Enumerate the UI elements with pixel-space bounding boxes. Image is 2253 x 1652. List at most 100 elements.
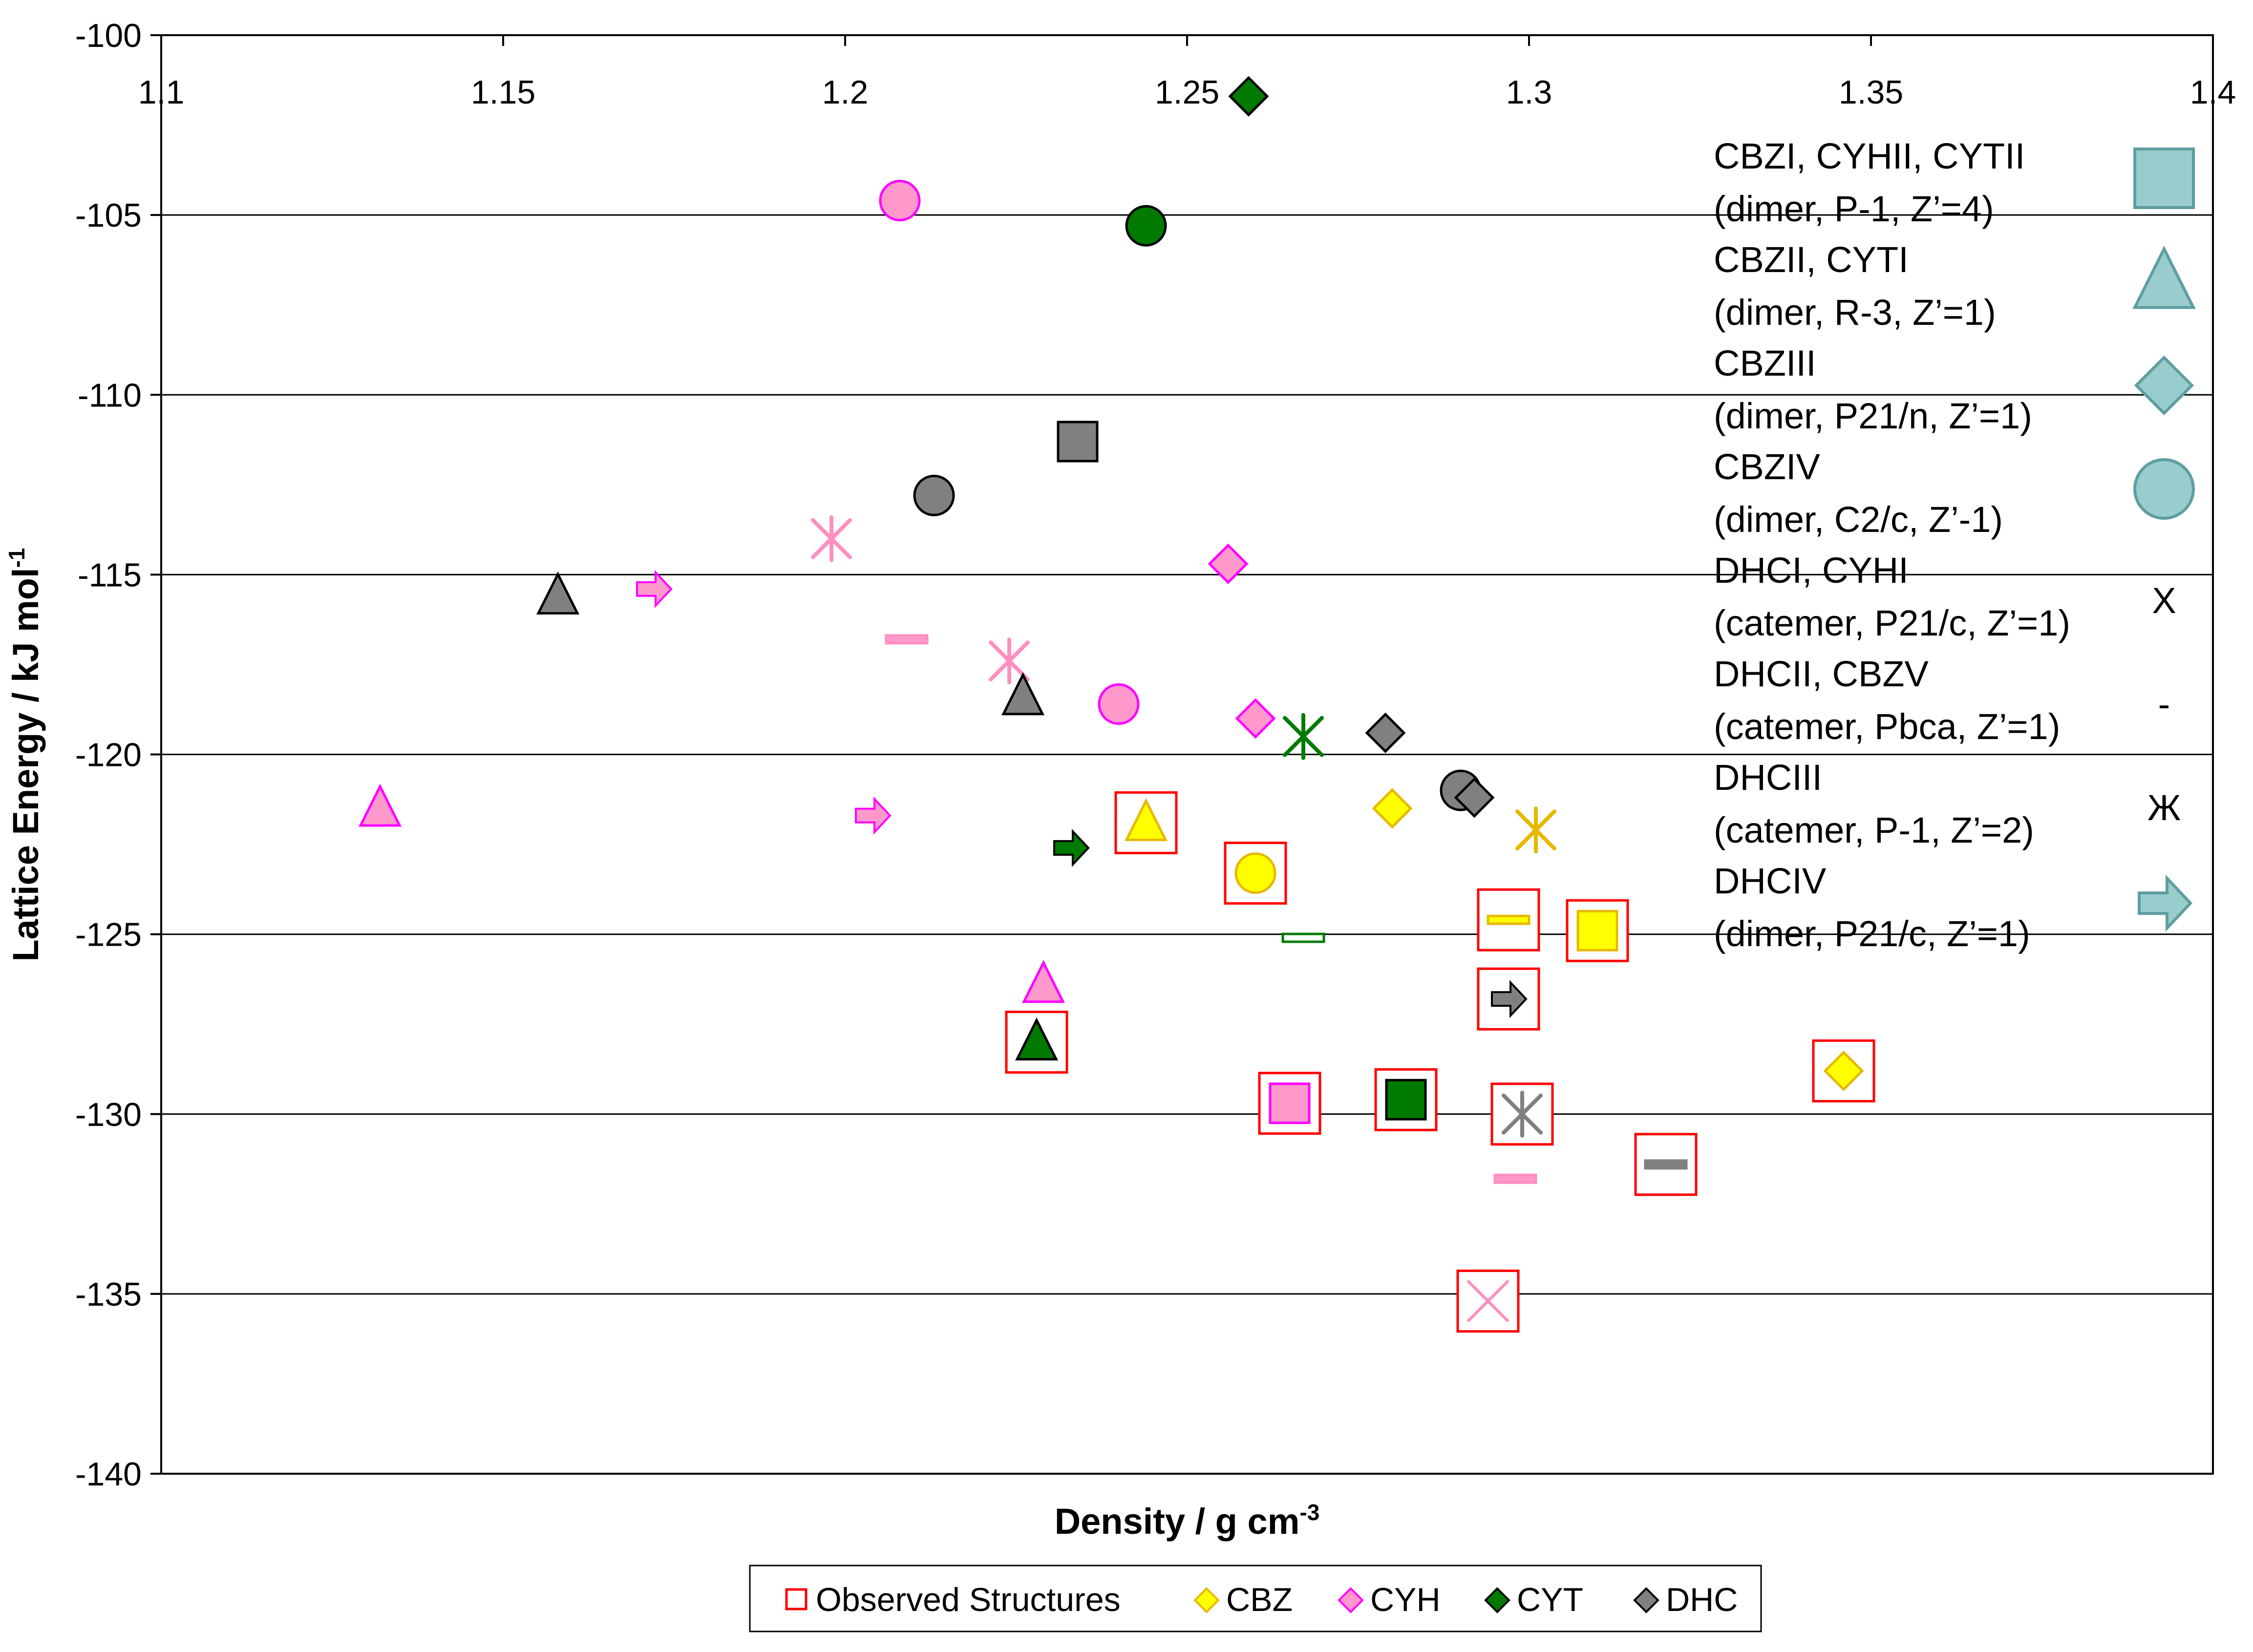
star-marker xyxy=(811,515,852,562)
y-tick-label: -100 xyxy=(75,17,142,54)
diamond-marker xyxy=(1228,76,1269,117)
legend: Observed Structures CBZ CYH CYT DHC xyxy=(749,1565,1762,1632)
star-marker-stroke xyxy=(1283,716,1324,757)
x-axis-title-text: Density / g cm xyxy=(1055,1501,1300,1542)
point-dhc-3 xyxy=(1001,672,1045,716)
dash-marker xyxy=(1493,1173,1537,1184)
arrow-marker xyxy=(1053,828,1090,867)
point-dhc-4 xyxy=(1365,712,1406,753)
shape-key-marker xyxy=(2134,355,2194,416)
shape-key-marker xyxy=(2133,148,2195,209)
shape-key-label: CBZIII xyxy=(1714,343,1816,383)
legend-label-dhc: DHC xyxy=(1666,1581,1738,1618)
point-dhc-7 xyxy=(1477,967,1540,1031)
dash-marker xyxy=(1487,914,1530,925)
shape-key-marker xyxy=(2138,874,2193,932)
point-cyt-6 xyxy=(1374,1068,1438,1131)
point-dhc-9 xyxy=(1634,1133,1698,1196)
legend-label-cyt: CYT xyxy=(1517,1581,1583,1618)
point-cyh-0 xyxy=(879,180,921,222)
shape-key-label: DHCIII xyxy=(1714,757,1822,798)
point-cbz-3 xyxy=(1515,806,1556,854)
shape-key-entry-5: DHCII, CBZV (catemer, Pbca, Z’=1) - xyxy=(1714,654,2170,747)
y-tick-label: -125 xyxy=(75,916,142,953)
shape-key-entry-4: DHCI, CYHI (catemer, P21/c, Z’=1) X xyxy=(1714,550,2176,643)
triangle-marker xyxy=(1015,1017,1059,1060)
point-cyt-4 xyxy=(1281,932,1325,943)
point-cyh-3 xyxy=(885,634,929,645)
point-dhc-1 xyxy=(913,474,955,516)
shape-key-label: CBZIV xyxy=(1714,446,1821,487)
shape-key-entry-1: CBZII, CYTI (dimer, R-3, Z’=1) xyxy=(1714,239,2196,333)
legend-marker-cyh xyxy=(1338,1587,1364,1613)
shape-key-label: DHCII, CBZV xyxy=(1714,654,1929,694)
point-cyh-7 xyxy=(1235,698,1276,739)
square-key-marker xyxy=(2133,148,2195,209)
shape-key-entry-7: DHCIV (dimer, P21/c, Z’=1) xyxy=(1714,861,2193,954)
legend-label-cyh: CYH xyxy=(1370,1581,1441,1618)
y-axis-title-superscript: -1 xyxy=(4,548,29,568)
diamond-marker xyxy=(1823,1050,1864,1091)
arrow-key-marker xyxy=(2138,874,2193,932)
shape-key-marker xyxy=(2132,245,2196,309)
star-marker-stroke xyxy=(811,518,852,559)
legend-marker-cyt xyxy=(1484,1587,1510,1613)
star-marker xyxy=(1502,1090,1543,1138)
point-cyt-3 xyxy=(1053,828,1090,867)
point-cbz-0 xyxy=(1114,791,1178,854)
point-dhc-6 xyxy=(1454,777,1495,818)
point-cbz-4 xyxy=(1477,888,1540,952)
triangle-marker xyxy=(1021,960,1065,1003)
point-cyh-11 xyxy=(1258,1072,1321,1135)
x-tick-label: 1.1 xyxy=(138,74,185,111)
shape-key-entry-3: CBZIV (dimer, C2/c, Z’-1) xyxy=(1714,446,2195,540)
y-tick-label: -105 xyxy=(75,197,142,234)
point-cyh-6 xyxy=(1208,543,1249,584)
point-dhc-8 xyxy=(1490,1082,1554,1146)
point-cyh-13 xyxy=(1456,1270,1520,1333)
x-tick-label: 1.15 xyxy=(471,74,535,111)
point-cbz-2 xyxy=(1372,788,1413,829)
shape-key-detail: (catemer, P-1, Z’=2) xyxy=(1714,810,2034,850)
axis-ticks: -100 -105 -110 -115 -120 -125 -130 -135 -140 1.1 1… xyxy=(75,17,2236,1493)
star-marker-stroke xyxy=(1515,809,1556,851)
shape-key-label: CBZII, CYTI xyxy=(1714,239,1909,280)
x-marker xyxy=(1467,1280,1509,1322)
star-marker-stroke xyxy=(989,640,1030,682)
x-marker-stroke xyxy=(1467,1280,1509,1322)
point-cyt-1 xyxy=(1125,205,1167,247)
x-axis-title-superscript: -3 xyxy=(1299,1500,1319,1525)
shape-key-label: CBZI, CYHII, CYTII xyxy=(1714,136,2025,176)
diamond-marker xyxy=(1235,698,1276,739)
shape-key-detail: (catemer, P21/c, Z’=1) xyxy=(1714,603,2070,643)
point-cyh-4 xyxy=(989,637,1030,685)
circle-key-marker xyxy=(2133,458,2195,520)
x-tick-label: 1.25 xyxy=(1155,74,1219,111)
circle-marker xyxy=(1125,205,1167,247)
x-tick-label: 1.35 xyxy=(1839,74,1903,111)
arrow-marker xyxy=(1491,980,1528,1018)
y-tick-label: -115 xyxy=(78,556,142,593)
triangle-key-marker xyxy=(2132,245,2196,309)
legend-marker-dhc xyxy=(1633,1587,1659,1613)
star-marker xyxy=(989,637,1030,685)
x-tick-label: 1.3 xyxy=(1506,74,1552,111)
point-dhc-2 xyxy=(536,571,580,615)
shape-key-detail: (dimer, P-1, Z’=4) xyxy=(1714,189,1994,229)
dash-marker xyxy=(1644,1159,1688,1170)
shape-key-entry-2: CBZIII (dimer, P21/n, Z’=1) xyxy=(1714,343,2194,436)
diamond-marker xyxy=(1208,543,1249,584)
point-dhc-0 xyxy=(1057,421,1099,463)
shape-key-label: DHCI, CYHI xyxy=(1714,550,1909,591)
y-tick-label: -135 xyxy=(75,1276,142,1313)
triangle-marker xyxy=(1001,672,1045,716)
diamond-key-marker xyxy=(2134,355,2194,416)
point-cyt-5 xyxy=(1005,1011,1068,1074)
shape-key: CBZI, CYHII, CYTII(dimer, P-1, Z’=4)CBZI… xyxy=(1714,136,2196,954)
shape-key-entry-0: CBZI, CYHII, CYTII (dimer, P-1, Z’=4) xyxy=(1714,136,2195,229)
legend-marker-observed xyxy=(785,1588,808,1610)
x-tick-label: 1.2 xyxy=(822,74,869,111)
square-marker xyxy=(1385,1079,1427,1121)
triangle-marker xyxy=(536,571,580,615)
